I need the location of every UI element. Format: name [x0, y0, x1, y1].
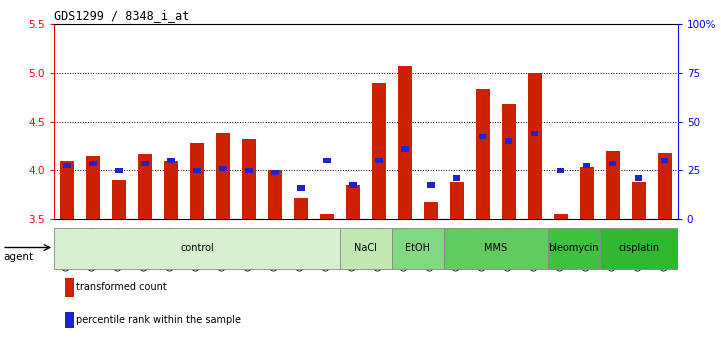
- Bar: [375, 158, 383, 163]
- FancyBboxPatch shape: [444, 228, 548, 268]
- Bar: [112, 180, 126, 219]
- Bar: [609, 161, 616, 166]
- Bar: [323, 158, 330, 163]
- FancyBboxPatch shape: [600, 228, 678, 268]
- FancyBboxPatch shape: [340, 228, 392, 268]
- Text: bleomycin: bleomycin: [549, 243, 599, 253]
- Bar: [554, 214, 568, 219]
- Bar: [297, 185, 304, 190]
- Bar: [450, 182, 464, 219]
- Bar: [138, 154, 152, 219]
- Bar: [193, 168, 200, 173]
- Text: percentile rank within the sample: percentile rank within the sample: [76, 315, 242, 325]
- Bar: [216, 133, 230, 219]
- Bar: [89, 161, 97, 166]
- Bar: [428, 182, 435, 188]
- Bar: [349, 182, 357, 188]
- Bar: [505, 138, 513, 144]
- FancyBboxPatch shape: [54, 228, 340, 268]
- Bar: [267, 170, 282, 219]
- Bar: [661, 158, 668, 163]
- Bar: [580, 167, 594, 219]
- Bar: [502, 104, 516, 219]
- Text: transformed count: transformed count: [76, 282, 167, 292]
- Bar: [424, 201, 438, 219]
- Text: GDS1299 / 8348_i_at: GDS1299 / 8348_i_at: [54, 9, 190, 22]
- Bar: [635, 176, 642, 181]
- Text: MMS: MMS: [485, 243, 508, 253]
- Bar: [454, 176, 461, 181]
- Bar: [86, 156, 100, 219]
- Bar: [531, 131, 539, 136]
- FancyBboxPatch shape: [392, 228, 444, 268]
- Bar: [63, 163, 71, 168]
- Bar: [293, 198, 308, 219]
- Bar: [372, 82, 386, 219]
- Bar: [402, 146, 409, 151]
- Text: agent: agent: [4, 252, 34, 262]
- Bar: [658, 153, 672, 219]
- Bar: [164, 161, 178, 219]
- Text: NaCl: NaCl: [355, 243, 377, 253]
- Bar: [557, 168, 565, 173]
- Bar: [60, 161, 74, 219]
- Bar: [242, 139, 256, 219]
- Text: cisplatin: cisplatin: [618, 243, 659, 253]
- Text: control: control: [180, 243, 214, 253]
- Bar: [476, 89, 490, 219]
- Bar: [141, 161, 149, 166]
- Bar: [190, 143, 204, 219]
- Bar: [398, 66, 412, 219]
- Bar: [115, 168, 123, 173]
- Bar: [346, 185, 360, 219]
- Bar: [583, 163, 590, 168]
- Bar: [479, 134, 487, 139]
- Bar: [167, 158, 174, 163]
- Bar: [245, 168, 252, 173]
- FancyBboxPatch shape: [548, 228, 600, 268]
- Bar: [632, 182, 646, 219]
- Text: EtOH: EtOH: [405, 243, 430, 253]
- Bar: [528, 73, 542, 219]
- Bar: [320, 214, 334, 219]
- Bar: [606, 151, 620, 219]
- Bar: [219, 166, 226, 171]
- Bar: [271, 170, 278, 175]
